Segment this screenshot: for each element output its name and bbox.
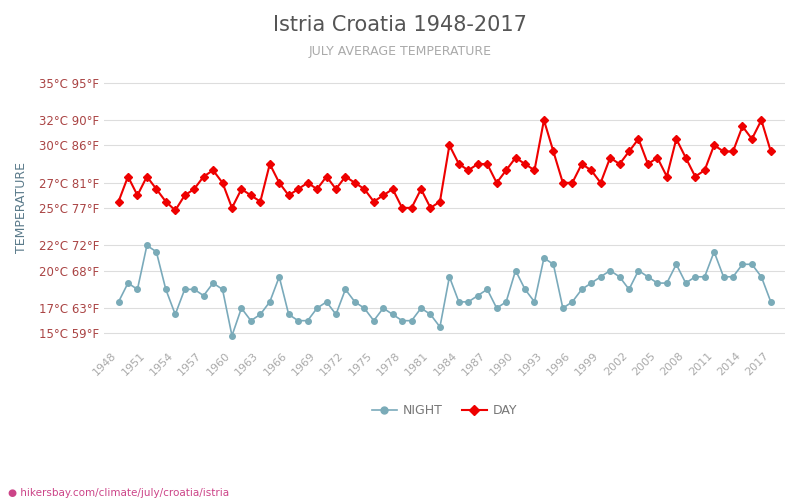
NIGHT [406, 318, 416, 324]
NIGHT [690, 274, 700, 280]
DAY [170, 208, 180, 214]
DAY [398, 205, 407, 211]
NIGHT [208, 280, 218, 286]
DAY [274, 180, 284, 186]
Text: JULY AVERAGE TEMPERATURE: JULY AVERAGE TEMPERATURE [309, 45, 491, 58]
DAY [208, 168, 218, 173]
NIGHT [331, 312, 341, 318]
NIGHT [284, 312, 294, 318]
Line: DAY: DAY [116, 118, 774, 213]
NIGHT [227, 332, 237, 338]
DAY [114, 198, 123, 204]
Legend: NIGHT, DAY: NIGHT, DAY [367, 399, 522, 422]
Text: ● hikersbay.com/climate/july/croatia/istria: ● hikersbay.com/climate/july/croatia/ist… [8, 488, 229, 498]
NIGHT [766, 299, 776, 305]
NIGHT [492, 305, 502, 311]
DAY [539, 117, 549, 123]
Y-axis label: TEMPERATURE: TEMPERATURE [15, 162, 28, 254]
DAY [482, 161, 492, 167]
NIGHT [114, 299, 123, 305]
NIGHT [142, 242, 152, 248]
DAY [766, 148, 776, 154]
Line: NIGHT: NIGHT [116, 242, 774, 338]
DAY [690, 174, 700, 180]
DAY [322, 174, 331, 180]
Text: Istria Croatia 1948-2017: Istria Croatia 1948-2017 [273, 15, 527, 35]
